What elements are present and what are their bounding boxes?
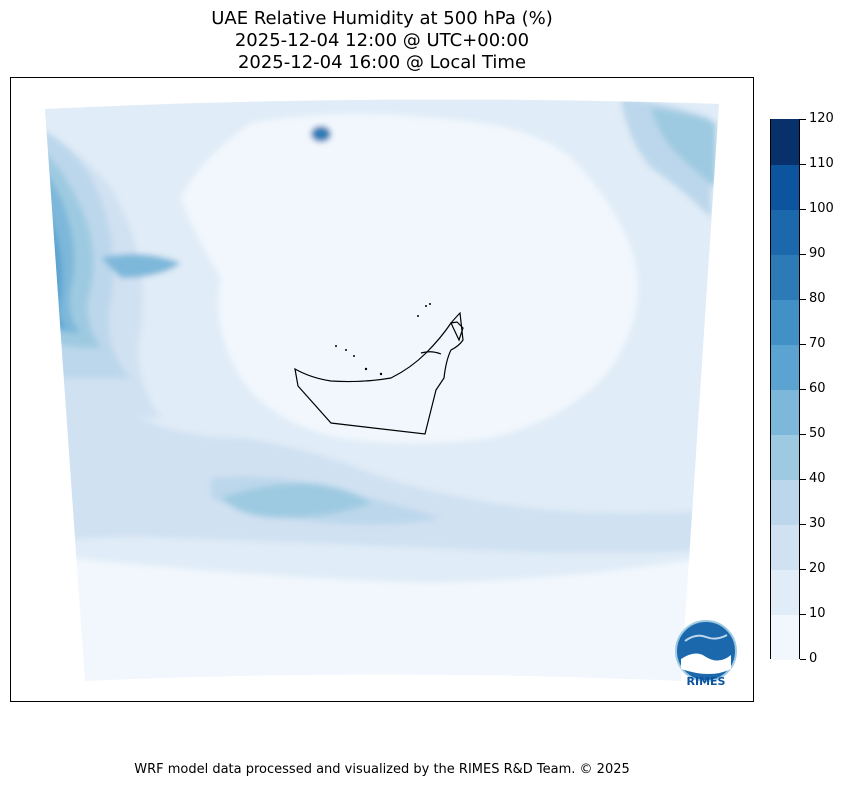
colorbar-segment	[771, 389, 799, 435]
colorbar-tick	[800, 253, 806, 255]
rimes-logo: RIMES	[675, 620, 737, 688]
colorbar-tick-label: 10	[809, 606, 826, 621]
colorbar-segment	[771, 344, 799, 390]
field-level-40-50-south	[221, 483, 371, 518]
field-level-20-30-south	[45, 358, 719, 553]
title-line-2: 2025-12-04 12:00 @ UTC+00:00	[234, 30, 530, 51]
field-level-70-80	[45, 168, 46, 278]
colorbar-segment	[771, 254, 799, 300]
colorbar-tick	[800, 478, 806, 480]
logo-text: RIMES	[687, 675, 726, 688]
colorbar-tick	[800, 298, 806, 300]
title-line-1: UAE Relative Humidity at 500 hPa (%)	[211, 8, 553, 29]
humidity-map	[45, 99, 719, 682]
colorbar-tick	[800, 658, 806, 660]
colorbar-tick	[800, 388, 806, 390]
colorbar-tick-label: 110	[809, 156, 834, 171]
colorbar-tick	[800, 118, 806, 120]
humidity-field	[45, 99, 719, 682]
field-level-50-60-tongue	[101, 254, 181, 278]
uae-boundary	[294, 311, 464, 435]
title-line-3: 2025-12-04 16:00 @ Local Time	[237, 52, 527, 73]
colorbar-tick	[800, 433, 806, 435]
colorbar-tick-label: 20	[809, 561, 826, 576]
field-level-40-50-ne	[651, 108, 716, 188]
field-dry-core	[181, 114, 638, 443]
colorbar-tick-label: 70	[809, 336, 826, 351]
colorbar-tick-label: 90	[809, 246, 826, 261]
colorbar-segment	[771, 209, 799, 255]
colorbar-segment	[771, 614, 799, 660]
colorbar-tick-label: 80	[809, 291, 826, 306]
colorbar-tick	[800, 208, 806, 210]
colorbar-tick-label: 50	[809, 426, 826, 441]
colorbar-segment	[771, 164, 799, 210]
colorbar-segment	[771, 479, 799, 525]
colorbar-segment	[771, 434, 799, 480]
colorbar-tick-label: 120	[809, 111, 834, 126]
colorbar-tick	[800, 568, 806, 570]
colorbar-tick-label: 60	[809, 381, 826, 396]
colorbar-segment	[771, 524, 799, 570]
map-frame	[10, 77, 754, 702]
footer-credit: WRF model data processed and visualized …	[134, 762, 630, 777]
colorbar-segment	[771, 569, 799, 615]
colorbar-tick	[800, 343, 806, 345]
uae-islands	[335, 303, 431, 376]
colorbar-tick	[800, 613, 806, 615]
colorbar-tick-label: 100	[809, 201, 834, 216]
colorbar-tick-label: 30	[809, 516, 826, 531]
colorbar-segment	[771, 119, 799, 165]
colorbar	[770, 119, 800, 660]
colorbar-tick-label: 40	[809, 471, 826, 486]
colorbar-segment	[771, 299, 799, 345]
field-moist-spot	[311, 126, 331, 142]
colorbar-tick	[800, 163, 806, 165]
colorbar-tick	[800, 523, 806, 525]
colorbar-tick-label: 0	[809, 651, 818, 666]
